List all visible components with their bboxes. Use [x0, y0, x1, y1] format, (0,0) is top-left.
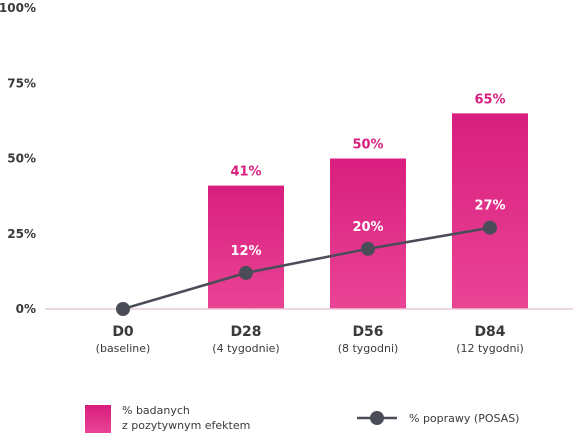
- legend-label-bar: % badanych: [122, 404, 190, 417]
- x-tick-sublabel: (8 tygodni): [338, 342, 399, 355]
- x-tick-sublabel: (baseline): [96, 342, 151, 355]
- x-tick-label: D28: [230, 324, 261, 340]
- y-tick-label: 75%: [7, 76, 36, 90]
- x-tick-label: D84: [474, 324, 505, 340]
- legend: % badanych z pozytywnym efektem % poprawy …: [85, 404, 519, 433]
- y-axis: 0% 25% 50% 75% 100%: [0, 1, 36, 316]
- legend-swatch-bar: [85, 405, 111, 433]
- x-tick-sublabel: (12 tygodni): [456, 342, 524, 355]
- legend-label-line: % poprawy (POSAS): [409, 412, 519, 425]
- bars: 41% 50% 65%: [208, 92, 528, 309]
- line-data-label: 20%: [352, 220, 383, 235]
- legend-marker: [370, 411, 384, 425]
- x-axis: D0 (baseline) D28 (4 tygodnie) D56 (8 tygodni…: [96, 324, 524, 355]
- x-tick-label: D56: [352, 324, 383, 340]
- line-data-label: 27%: [474, 199, 505, 214]
- y-tick-label: 0%: [16, 302, 36, 316]
- bar-data-label: 65%: [474, 92, 505, 107]
- y-tick-label: 50%: [7, 152, 36, 166]
- x-tick-label: D0: [112, 324, 134, 340]
- y-tick-label: 100%: [0, 1, 36, 15]
- bar-data-label: 41%: [230, 165, 261, 180]
- bar-data-label: 50%: [352, 138, 383, 153]
- legend-label-bar: z pozytywnym efektem: [122, 419, 250, 432]
- bar: [208, 185, 284, 309]
- line-point: [483, 220, 497, 235]
- line-data-label: 12%: [230, 244, 261, 259]
- bar: [452, 113, 528, 309]
- line-point: [361, 241, 375, 256]
- bar: [330, 158, 406, 309]
- y-tick-label: 25%: [7, 227, 36, 241]
- line-point: [239, 265, 253, 280]
- line-point: [116, 302, 130, 316]
- x-tick-sublabel: (4 tygodnie): [212, 342, 279, 355]
- series-line-path: [122, 226, 491, 311]
- line-series: 12% 20% 27%: [116, 199, 506, 316]
